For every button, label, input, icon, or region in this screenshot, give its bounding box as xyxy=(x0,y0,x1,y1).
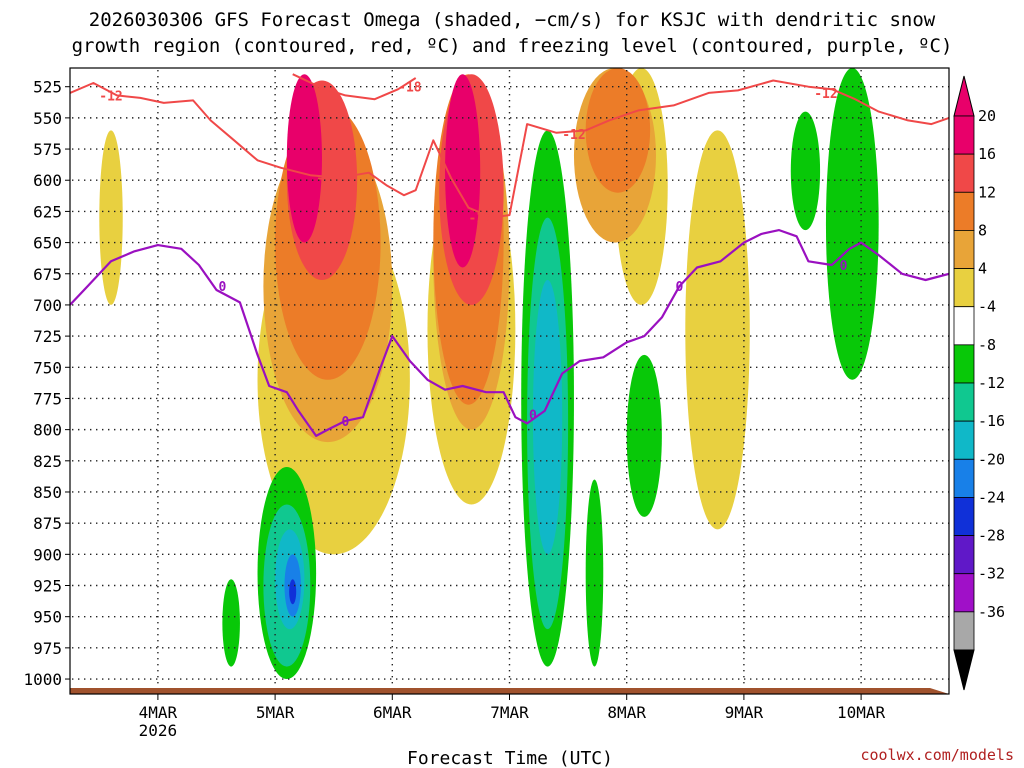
minus12-label-1: -12 xyxy=(316,172,339,187)
terrain-band xyxy=(70,688,949,694)
y-tick-label-625: 625 xyxy=(33,202,62,221)
colorbar-label-11: -28 xyxy=(978,527,1005,545)
colorbar-label-4: 4 xyxy=(978,260,987,278)
freezing-level-label-3: 0 xyxy=(676,280,684,295)
minus12-label-4: -12 xyxy=(814,87,837,102)
contour-lines xyxy=(70,73,949,437)
y-tick-label-525: 525 xyxy=(33,78,62,97)
minus18-contour-0 xyxy=(292,73,417,101)
omega-region-4-2 xyxy=(99,130,123,305)
colorbar-swatch-6 xyxy=(953,344,975,384)
y-tick-label-575: 575 xyxy=(33,140,62,159)
freezing-level-line xyxy=(70,229,949,437)
omega-region-12-10 xyxy=(585,68,651,193)
freezing-level-label-4: 0 xyxy=(840,259,848,274)
omega-region--12-24 xyxy=(532,279,563,555)
colorbar-swatch-0 xyxy=(953,115,975,155)
omega-region-20-13 xyxy=(286,74,322,243)
x-tick-label-9: 9MAR xyxy=(725,703,764,722)
minus12-label-2: -12 xyxy=(468,212,491,227)
minus12-label-3: -12 xyxy=(562,128,585,143)
minus12-contour-0 xyxy=(70,79,949,219)
colorbar-bottom-arrow xyxy=(953,649,975,691)
omega-region--4-18 xyxy=(825,68,879,380)
x-tick-sublabel-4: 2026 xyxy=(139,721,178,740)
colorbar-label-8: -16 xyxy=(978,412,1005,430)
minus12-label-0: -12 xyxy=(99,89,122,104)
y-tick-label-1000: 1000 xyxy=(23,670,62,689)
y-tick-label-600: 600 xyxy=(33,171,62,190)
omega-region--4-19 xyxy=(222,579,240,667)
y-tick-label-950: 950 xyxy=(33,608,62,627)
colorbar: 20 16 12 8 4 -4 -8 -12 -16 -20 -24 -28 -32 -36 xyxy=(953,75,1005,691)
y-tick-label-850: 850 xyxy=(33,483,62,502)
colorbar-top-arrow xyxy=(953,75,975,117)
colorbar-label-10: -24 xyxy=(978,488,1005,506)
y-tick-label-750: 750 xyxy=(33,358,62,377)
freezing-level-label-0: 0 xyxy=(218,280,226,295)
y-tick-label-875: 875 xyxy=(33,514,62,533)
colorbar-swatch-7 xyxy=(953,382,975,422)
x-tick-label-8: 8MAR xyxy=(607,703,646,722)
y-tick-label-650: 650 xyxy=(33,234,62,253)
omega-region--4-17 xyxy=(790,111,821,231)
y-tick-label-775: 775 xyxy=(33,389,62,408)
y-tick-label-825: 825 xyxy=(33,452,62,471)
colorbar-label-6: -8 xyxy=(978,336,996,354)
contour-labels: 0 0 0 0 0 -12 -12 -12 -12 -12 -18 xyxy=(99,81,847,430)
minus18-label-0: -18 xyxy=(398,81,422,96)
chart-title-line1: 2026030306 GFS Forecast Omega (shaded, −… xyxy=(89,9,936,31)
colorbar-label-12: -32 xyxy=(978,565,1005,583)
y-tick-label-900: 900 xyxy=(33,545,62,564)
colorbar-swatch-12 xyxy=(953,573,975,613)
colorbar-swatch-13 xyxy=(953,611,975,651)
colorbar-label-13: -36 xyxy=(978,603,1005,621)
x-tick-label-7: 7MAR xyxy=(490,703,529,722)
omega-region--4-20 xyxy=(626,354,662,517)
omega-shading xyxy=(99,68,879,680)
freezing-level-label-2: 0 xyxy=(529,409,537,424)
x-axis-label: Forecast Time (UTC) xyxy=(407,748,613,768)
x-tick-label-5: 5MAR xyxy=(256,703,295,722)
y-tick-label-675: 675 xyxy=(33,265,62,284)
colorbar-label-0: 20 xyxy=(978,107,996,125)
grid-dots xyxy=(72,70,950,690)
colorbar-swatch-1 xyxy=(953,153,975,193)
omega-region-20-14 xyxy=(445,74,481,268)
colorbar-swatch-10 xyxy=(953,497,975,536)
colorbar-label-9: -20 xyxy=(978,450,1005,468)
y-tick-label-925: 925 xyxy=(33,577,62,596)
omega-region--4-21 xyxy=(585,479,604,667)
colorbar-swatch-11 xyxy=(953,535,975,575)
colorbar-label-1: 16 xyxy=(978,145,996,163)
omega-region--20-27 xyxy=(289,579,297,605)
freezing-level-label-1: 0 xyxy=(342,415,350,430)
colorbar-label-2: 12 xyxy=(978,183,996,201)
colorbar-swatch-4 xyxy=(953,268,975,308)
y-tick-label-725: 725 xyxy=(33,327,62,346)
y-tick-label-550: 550 xyxy=(33,109,62,128)
colorbar-swatch-8 xyxy=(953,420,975,460)
chart-title-line2: growth region (contoured, red, ºC) and f… xyxy=(72,35,953,57)
colorbar-label-5: -4 xyxy=(978,298,996,316)
credit-text[interactable]: coolwx.com/models xyxy=(860,746,1014,764)
y-tick-label-700: 700 xyxy=(33,296,62,315)
colorbar-swatch-3 xyxy=(953,230,975,269)
colorbar-swatch-9 xyxy=(953,458,975,498)
omega-region-4-4 xyxy=(685,130,750,530)
colorbar-swatch-2 xyxy=(953,191,975,231)
colorbar-label-7: -12 xyxy=(978,374,1005,392)
colorbar-swatch-5 xyxy=(953,306,975,346)
grid-dot-path xyxy=(72,70,950,690)
x-tick-label-10: 10MAR xyxy=(837,703,886,722)
colorbar-label-3: 8 xyxy=(978,221,987,239)
y-tick-label-975: 975 xyxy=(33,639,62,658)
x-tick-label-6: 6MAR xyxy=(373,703,412,722)
y-tick-label-800: 800 xyxy=(33,421,62,440)
y-axis: 525 550 575 600 625 650 675 700 725 750 775 800 825 8… xyxy=(23,78,70,689)
x-tick-label-4: 4MAR xyxy=(139,703,178,722)
